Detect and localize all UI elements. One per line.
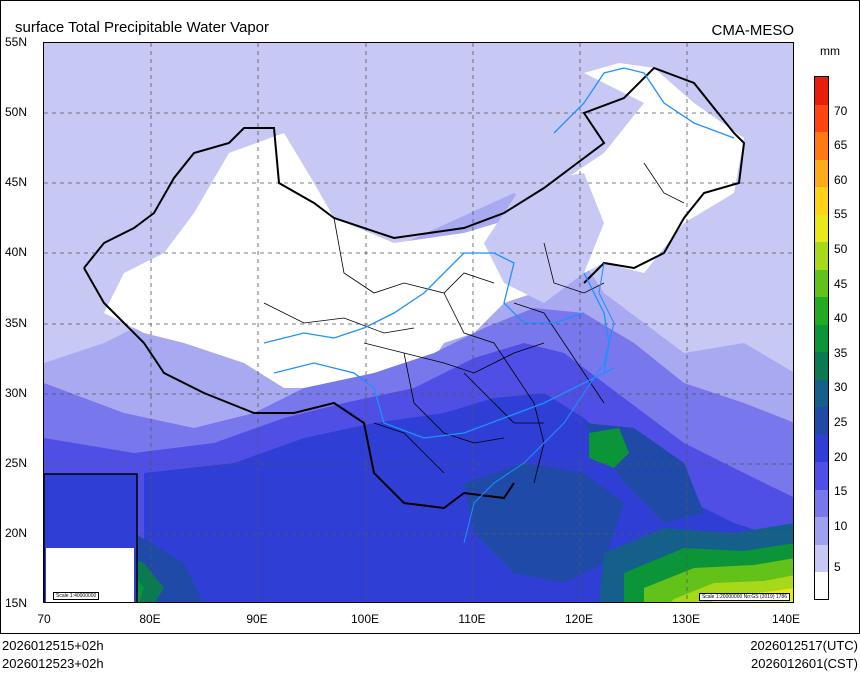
colorbar-label: 30 — [834, 380, 848, 394]
map-scale-note: Scale 1:20000000 No:GS (2019) 1786 — [698, 593, 790, 601]
lon-label: 140E — [771, 612, 801, 626]
colorbar-segment — [815, 159, 828, 188]
colorbar-segment — [815, 77, 828, 105]
valid-time-cst: 2026012601(CST) — [751, 656, 858, 671]
colorbar-segment — [815, 379, 828, 408]
colorbar-label: 50 — [834, 242, 848, 256]
colorbar-label: 15 — [834, 484, 848, 498]
map-svg — [44, 43, 793, 602]
contour-25-30-sea — [464, 463, 624, 583]
colorbar-label: 45 — [834, 277, 848, 291]
lat-label: 40N — [5, 245, 28, 259]
colorbar — [814, 76, 829, 600]
lon-label: 90E — [246, 612, 268, 626]
lat-label: 15N — [5, 596, 28, 610]
colorbar-label: 5 — [834, 560, 841, 574]
init-time-utc: 2026012515+02h — [2, 638, 104, 653]
colorbar-segment — [815, 296, 828, 325]
contour-north-patch — [484, 173, 604, 303]
colorbar-label: 10 — [834, 519, 848, 533]
map-gridlines — [44, 43, 793, 602]
contour-lt5-north — [44, 43, 793, 372]
lat-label: 35N — [5, 316, 28, 330]
lat-label: 25N — [5, 456, 28, 470]
colorbar-segment — [815, 489, 828, 518]
colorbar-segment — [815, 269, 828, 298]
rivers — [263, 67, 735, 439]
colorbar-segment — [815, 241, 828, 270]
inset-scale-note: Scale 1:40000000 — [53, 592, 100, 600]
lat-label: 30N — [5, 386, 28, 400]
colorbar-segment — [815, 351, 828, 380]
valid-time-utc: 2026012517(UTC) — [750, 638, 858, 653]
colorbar-segment — [815, 324, 828, 353]
lon-label: 120E — [564, 612, 594, 626]
lon-label: 110E — [458, 612, 486, 626]
colorbar-label: 55 — [834, 207, 848, 221]
province-boundaries — [263, 162, 685, 484]
init-time-cst: 2026012523+02h — [2, 656, 104, 671]
colorbar-segment — [815, 516, 828, 545]
lon-label: 130E — [671, 612, 701, 626]
lat-label: 55N — [5, 35, 28, 49]
precipitable-water-map: Scale 1:20000000 No:GS (2019) 1786 — [43, 42, 794, 603]
contour-green-taiwan — [589, 428, 629, 468]
colorbar-label: 20 — [834, 450, 848, 464]
colorbar-label: 60 — [834, 173, 848, 187]
lat-label: 45N — [5, 175, 28, 189]
colorbar-label: 65 — [834, 138, 848, 152]
colorbar-segment — [815, 406, 828, 435]
lon-label: 100E — [350, 612, 380, 626]
colorbar-segment — [815, 214, 828, 243]
colorbar-segment — [815, 131, 828, 160]
figure-title: surface Total Precipitable Water Vapor — [15, 19, 270, 36]
colorbar-label: 25 — [834, 415, 848, 429]
colorbar-unit: mm — [820, 44, 840, 58]
lon-label: 80E — [139, 612, 161, 626]
colorbar-segment — [815, 186, 828, 215]
colorbar-segment — [815, 104, 828, 133]
model-name: CMA-MESO — [711, 22, 795, 39]
coastline — [463, 262, 615, 544]
colorbar-segment — [815, 461, 828, 490]
colorbar-segment — [815, 544, 828, 573]
colorbar-segment — [815, 434, 828, 463]
colorbar-label: 35 — [834, 346, 848, 360]
colorbar-segment — [815, 571, 828, 600]
colorbar-label: 70 — [834, 104, 848, 118]
lat-label: 20N — [5, 526, 28, 540]
lon-label: 70 — [37, 612, 51, 626]
contour-dry-land — [104, 63, 744, 393]
lat-label: 50N — [5, 105, 28, 119]
national-boundary — [83, 66, 746, 510]
colorbar-label: 40 — [834, 311, 848, 325]
